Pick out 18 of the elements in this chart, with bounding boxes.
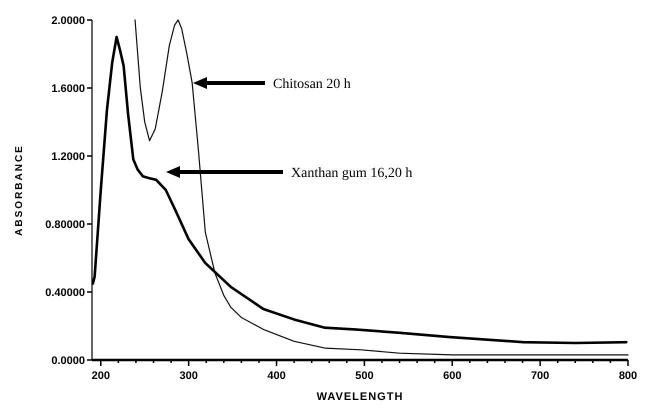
y-tick-label: 1.2000 — [51, 151, 85, 163]
x-tick-label: 700 — [530, 370, 550, 382]
x-tick-label: 400 — [267, 370, 286, 382]
annotation: Xanthan gum 16,20 h — [291, 166, 412, 181]
y-tick-label: 2.0000 — [51, 15, 85, 27]
line-series — [134, 19, 629, 356]
y-axis-title: ABSORBANCE — [14, 144, 25, 236]
y-tick-label: 0.80000 — [45, 219, 85, 231]
y-tick-label: 1.6000 — [51, 83, 85, 95]
y-tick-label: 0.0000 — [51, 355, 85, 367]
x-tick-label: 200 — [92, 370, 110, 382]
y-tick-label: 0.40000 — [45, 287, 85, 299]
x-tick-label: 300 — [179, 370, 198, 382]
x-tick-label: 800 — [618, 370, 638, 382]
x-tick-label: 500 — [355, 370, 374, 382]
annotation: Chitosan 20 h — [273, 77, 351, 92]
x-axis-title: WAVELENGTH — [316, 391, 404, 403]
x-tick-label: 600 — [443, 370, 462, 382]
